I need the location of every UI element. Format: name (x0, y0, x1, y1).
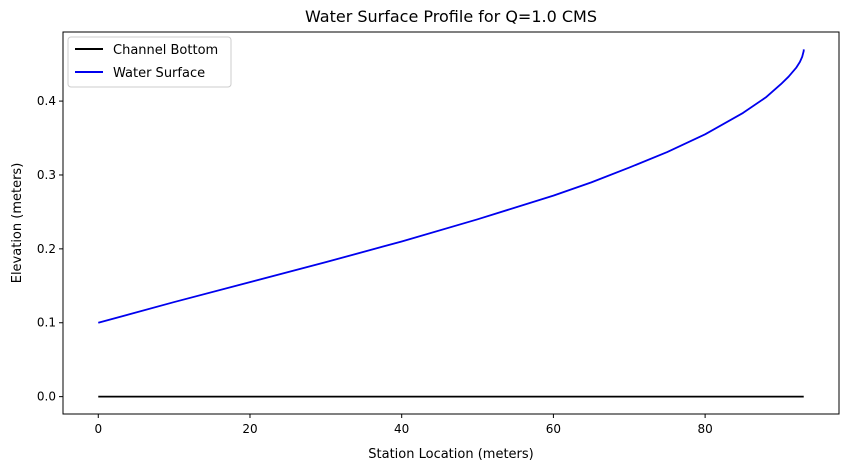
x-axis-ticks: 0 20 40 60 80 (94, 414, 713, 436)
x-tick-label: 20 (242, 422, 257, 436)
y-tick-label: 0.4 (37, 94, 56, 108)
x-tick-label: 60 (546, 422, 561, 436)
legend-label-water-surface: Water Surface (113, 66, 205, 81)
x-tick-label: 80 (697, 422, 712, 436)
x-axis-label: Station Location (meters) (368, 447, 533, 462)
x-tick-label: 0 (94, 422, 102, 436)
y-axis-label: Elevation (meters) (10, 163, 25, 284)
x-tick-label: 40 (394, 422, 409, 436)
plot-frame (62, 31, 840, 415)
series-layer (98, 49, 805, 398)
y-tick-label: 0.0 (37, 390, 56, 404)
y-axis-ticks: 0.0 0.1 0.2 0.3 0.4 (37, 94, 63, 404)
legend-box (67, 36, 232, 88)
legend: Channel Bottom Water Surface (67, 36, 232, 88)
legend-label-channel-bottom: Channel Bottom (113, 43, 218, 58)
y-tick-label: 0.2 (37, 242, 56, 256)
series-line-water-surface (98, 49, 805, 324)
plot-area (63, 32, 839, 414)
chart-title: Water Surface Profile for Q=1.0 CMS (305, 7, 597, 26)
y-tick-label: 0.1 (37, 316, 56, 330)
y-tick-label: 0.3 (37, 168, 56, 182)
